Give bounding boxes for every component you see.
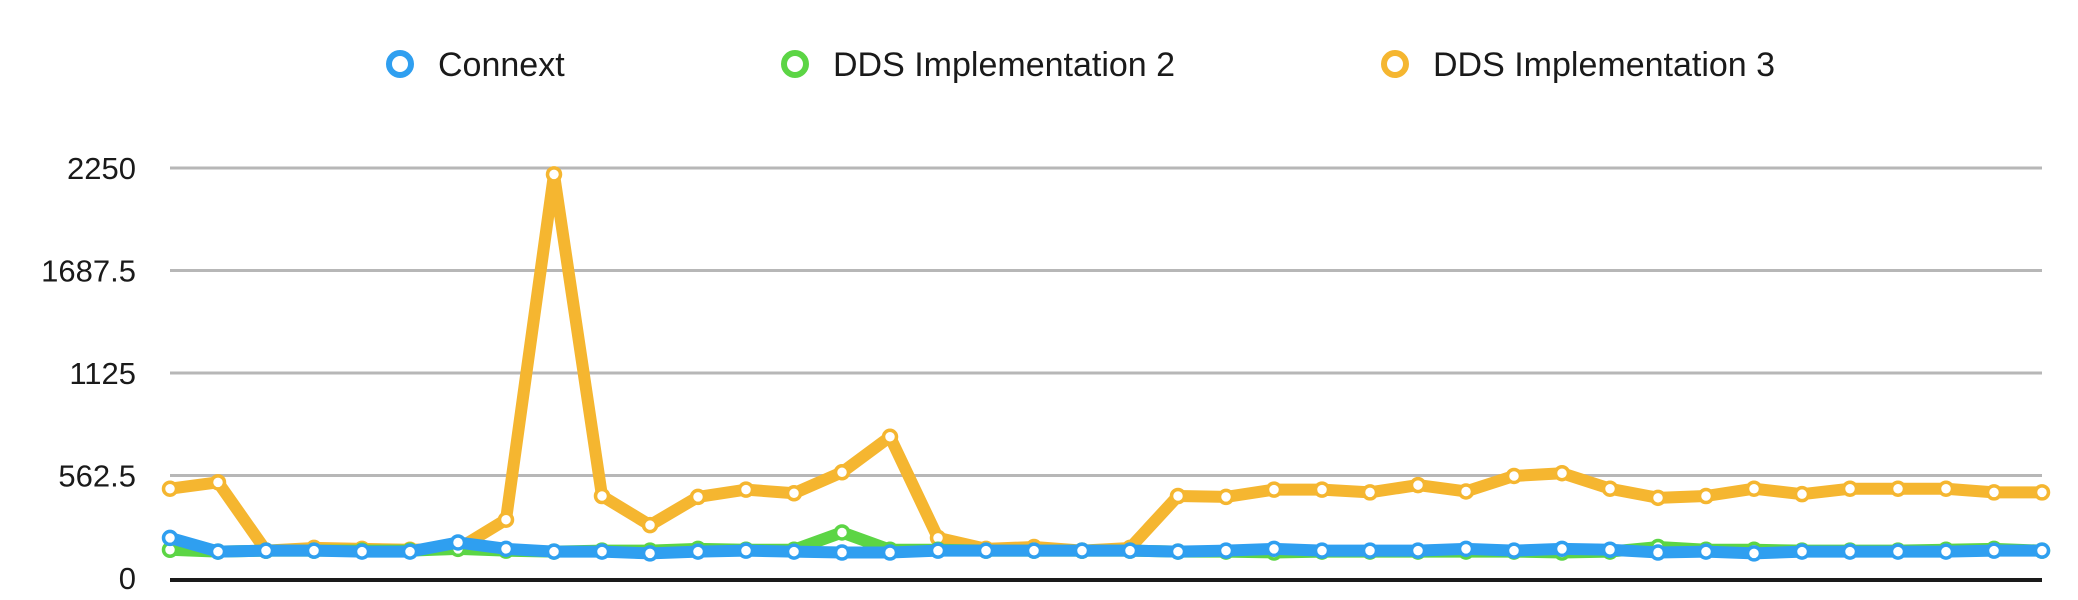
data-point xyxy=(785,485,803,502)
data-point xyxy=(1889,543,1907,560)
series-group xyxy=(161,166,2051,562)
data-point xyxy=(545,543,563,560)
series-line xyxy=(164,531,2048,560)
data-point xyxy=(1985,542,2003,559)
data-point xyxy=(1793,485,1811,503)
data-point xyxy=(593,543,611,560)
data-point xyxy=(1793,543,1811,560)
data-point xyxy=(1649,489,1667,507)
data-point xyxy=(881,544,899,561)
data-point xyxy=(1649,544,1667,561)
data-point xyxy=(1457,483,1475,500)
data-point xyxy=(305,542,323,559)
data-point xyxy=(1361,542,1379,559)
data-point xyxy=(737,481,755,498)
data-point xyxy=(2033,542,2051,559)
y-tick-label: 562.5 xyxy=(58,459,136,494)
gridlines xyxy=(170,166,2042,477)
legend-item: Connext xyxy=(386,46,565,84)
y-axis: 0 562.5 1125 1687.5 2250 xyxy=(41,151,136,596)
data-point xyxy=(2033,484,2051,501)
data-point xyxy=(1265,540,1283,558)
data-point xyxy=(641,516,659,534)
data-point xyxy=(257,542,275,559)
data-point xyxy=(1889,480,1907,497)
data-point xyxy=(1265,481,1283,498)
data-point xyxy=(1505,467,1523,485)
data-point xyxy=(1745,480,1763,497)
data-point xyxy=(593,487,611,505)
data-point xyxy=(1937,543,1955,560)
data-point xyxy=(1169,487,1187,505)
legend-marker-icon xyxy=(386,50,414,78)
series-dds-implementation-3 xyxy=(161,166,2051,559)
data-point xyxy=(689,543,707,560)
legend-item: DDS Implementation 2 xyxy=(781,46,1175,84)
data-point xyxy=(1985,484,2003,501)
data-point xyxy=(161,480,179,497)
data-point xyxy=(209,543,227,560)
y-tick-label: 1687.5 xyxy=(41,254,136,289)
data-point xyxy=(1937,480,1955,497)
y-tick-label: 1125 xyxy=(69,356,136,391)
data-point xyxy=(689,488,707,506)
data-point xyxy=(497,511,515,528)
data-point xyxy=(641,545,659,562)
data-point xyxy=(353,543,371,560)
data-point xyxy=(881,428,899,446)
data-point xyxy=(1217,488,1235,506)
y-tick-label: 0 xyxy=(119,561,136,596)
data-point xyxy=(1313,481,1331,498)
legend-label: DDS Implementation 3 xyxy=(1433,46,1775,84)
data-point xyxy=(929,542,947,559)
data-point xyxy=(497,540,515,558)
data-point xyxy=(401,543,419,560)
data-point xyxy=(1697,543,1715,560)
data-point xyxy=(1025,542,1043,559)
data-point xyxy=(545,166,563,183)
data-point xyxy=(1217,542,1235,559)
data-point xyxy=(785,543,803,560)
data-point xyxy=(1121,542,1139,559)
data-point xyxy=(161,529,179,547)
data-point xyxy=(737,542,755,559)
data-point xyxy=(1409,542,1427,559)
data-point xyxy=(1841,480,1859,497)
data-point xyxy=(1841,543,1859,560)
data-point xyxy=(1601,480,1619,497)
legend-label: DDS Implementation 2 xyxy=(833,46,1175,84)
data-point xyxy=(1409,476,1427,494)
data-point xyxy=(1745,545,1763,562)
data-point xyxy=(833,544,851,561)
data-point xyxy=(1553,464,1571,482)
series-line xyxy=(164,168,2048,557)
legend-marker-icon xyxy=(781,50,809,78)
data-point xyxy=(1601,541,1619,559)
data-point xyxy=(1553,540,1571,558)
data-point xyxy=(833,464,851,481)
data-point xyxy=(1457,540,1475,558)
y-tick-label: 2250 xyxy=(67,151,136,186)
data-point xyxy=(1169,543,1187,560)
data-point xyxy=(1313,542,1331,559)
data-point xyxy=(209,474,227,491)
legend-marker-icon xyxy=(1381,50,1409,78)
data-point xyxy=(977,542,995,559)
data-point xyxy=(1505,542,1523,559)
data-point xyxy=(833,524,851,541)
data-point xyxy=(1697,487,1715,505)
data-point xyxy=(1361,484,1379,501)
legend-label: Connext xyxy=(438,46,565,84)
series-connext xyxy=(161,529,2051,562)
data-point xyxy=(1073,542,1091,559)
data-point xyxy=(449,534,467,551)
legend: Connext DDS Implementation 2 DDS Implement… xyxy=(386,46,1775,84)
legend-item: DDS Implementation 3 xyxy=(1381,46,1775,84)
